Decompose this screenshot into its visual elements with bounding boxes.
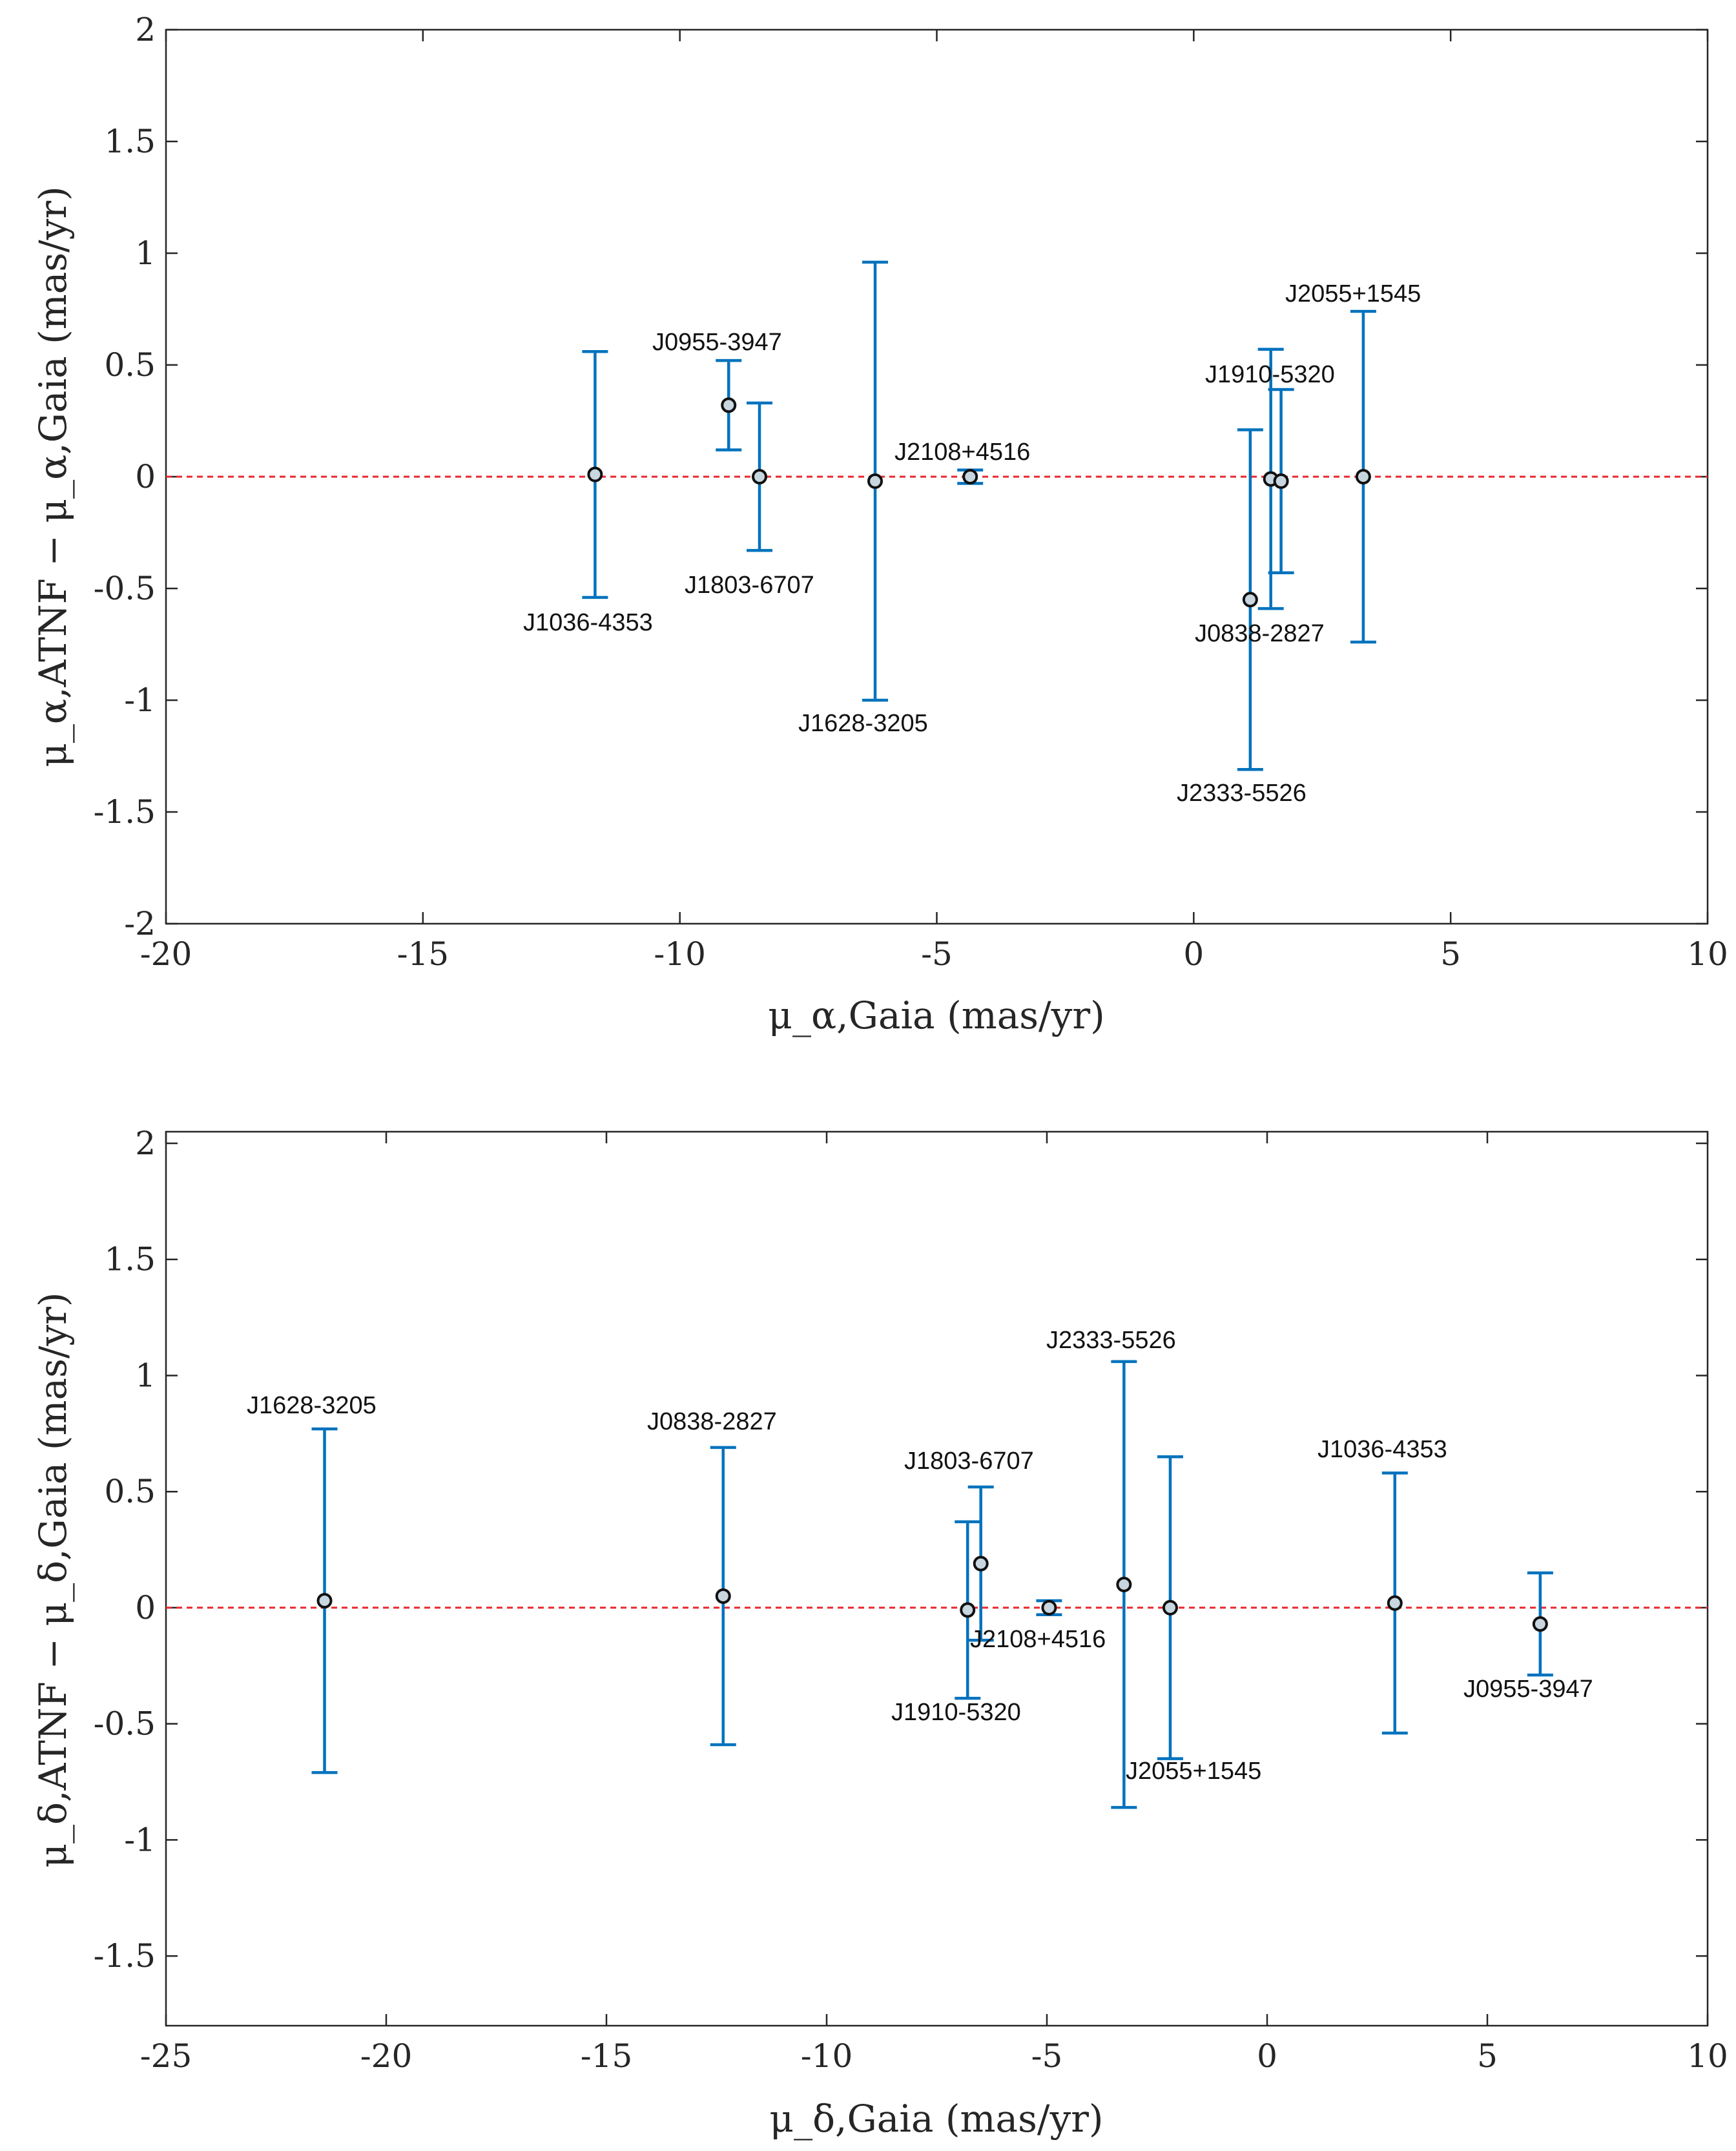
x-tick-label: 0 — [1257, 2037, 1277, 2075]
error-bar-point — [1527, 1571, 1553, 1677]
error-bar-point — [1257, 348, 1284, 610]
error-bar-point — [862, 260, 889, 702]
data-marker — [1242, 592, 1258, 608]
data-marker — [721, 397, 737, 413]
y-tick-label: -2 — [124, 905, 156, 942]
x-tick-label: -10 — [801, 2037, 853, 2075]
error-bar-point — [1157, 1455, 1183, 1760]
point-label: J1628-3205 — [798, 710, 928, 737]
y-tick-label: 0 — [135, 458, 156, 495]
data-marker — [1162, 1599, 1178, 1616]
error-bar-point — [1237, 428, 1263, 771]
y-tick-label: 1.5 — [104, 123, 156, 160]
x-axis-label-bottom: μ_δ,Gaia (mas/yr) — [769, 2097, 1103, 2141]
y-axis-label-bottom: μ_δ,ATNF − μ_δ,Gaia (mas/yr) — [31, 1292, 75, 1867]
data-marker — [1041, 1599, 1057, 1616]
error-bar-point — [710, 1446, 736, 1747]
point-label: J1628-3205 — [247, 1392, 377, 1419]
y-tick-label: 2 — [135, 1125, 156, 1162]
data-marker — [587, 466, 603, 483]
data-marker — [1355, 469, 1371, 484]
y-tick-label: -0.5 — [94, 570, 156, 607]
error-bar-point — [1381, 1471, 1408, 1735]
error-bar-point — [1350, 309, 1376, 644]
point-label: J0955-3947 — [1463, 1676, 1593, 1703]
point-label: J2333-5526 — [1046, 1327, 1176, 1354]
data-marker — [960, 1602, 976, 1618]
error-bar-point — [716, 358, 742, 452]
point-label: J1910-5320 — [1205, 361, 1335, 388]
error-bar-point — [311, 1427, 338, 1774]
point-label: J0955-3947 — [652, 329, 782, 356]
y-tick-label: 1 — [135, 234, 156, 272]
point-label: J0838-2827 — [1195, 620, 1325, 647]
point-label: J2055+1545 — [1285, 280, 1421, 307]
x-tick-label: 5 — [1440, 935, 1461, 973]
y-tick-label: -1 — [124, 681, 156, 719]
y-tick-label: 2 — [135, 11, 156, 48]
y-tick-label: 1 — [135, 1356, 156, 1394]
point-label: J1910-5320 — [891, 1699, 1021, 1726]
point-label: J2108+4516 — [894, 439, 1030, 466]
plot-frame-bottom — [165, 1130, 1709, 2027]
point-label: J1036-4353 — [1318, 1436, 1447, 1463]
point-label: J0838-2827 — [647, 1408, 777, 1435]
data-marker — [1116, 1576, 1132, 1592]
y-axis-label-top: μ_α,ATNF − μ_α,Gaia (mas/yr) — [31, 186, 75, 767]
data-marker — [1387, 1595, 1403, 1611]
point-label: J2333-5526 — [1177, 780, 1307, 807]
x-tick-label: -5 — [921, 935, 953, 973]
y-tick-label: 0.5 — [104, 346, 156, 384]
error-bar-point — [1036, 1599, 1062, 1616]
x-tick-label: 5 — [1477, 2037, 1498, 2075]
data-marker — [962, 469, 978, 484]
data-marker — [715, 1588, 731, 1604]
error-bar-point — [1268, 388, 1294, 575]
x-tick-label: -15 — [581, 2037, 633, 2075]
y-tick-label: -1.5 — [94, 793, 156, 831]
error-bar-point — [967, 1485, 994, 1642]
x-tick-label: -25 — [140, 2037, 192, 2075]
error-bar-point — [582, 349, 608, 599]
x-tick-label: -10 — [654, 935, 706, 973]
x-tick-label: 10 — [1687, 935, 1728, 973]
data-marker — [1273, 473, 1289, 489]
x-tick-label: 0 — [1183, 935, 1204, 973]
point-label: J1803-6707 — [685, 572, 814, 599]
x-tick-label: 10 — [1687, 2037, 1728, 2075]
chart-bottom: -25 -20 -15 -10 -5 0 5 10 -1.5 -1 -0.5 0 0.5 1 1.5 2 J1… — [31, 1125, 1728, 2141]
error-bar-point — [955, 1520, 981, 1700]
data-marker — [867, 473, 884, 489]
data-marker — [751, 469, 767, 484]
point-label: J2055+1545 — [1126, 1758, 1261, 1785]
error-bar-point — [1111, 1360, 1137, 1809]
y-tick-label: -0.5 — [94, 1705, 156, 1743]
y-tick-label: 0.5 — [104, 1473, 156, 1510]
x-tick-label: -15 — [397, 935, 450, 973]
data-marker — [316, 1593, 333, 1609]
x-tick-label: -20 — [140, 935, 192, 973]
y-tick-label: 0 — [135, 1589, 156, 1626]
point-label: J1803-6707 — [904, 1448, 1034, 1475]
data-marker — [973, 1555, 989, 1572]
x-tick-label: -20 — [360, 2037, 413, 2075]
error-bar-point — [957, 468, 984, 485]
error-bar-point — [746, 401, 772, 552]
point-label: J2108+4516 — [970, 1626, 1106, 1653]
x-tick-label: -5 — [1031, 2037, 1063, 2075]
point-label: J1036-4353 — [523, 609, 653, 636]
y-tick-label: 1.5 — [104, 1241, 156, 1278]
chart-top: -20 -15 -10 -5 0 5 10 -2 -1.5 -1 -0.5 0 0.5 1 1.5 2 J10… — [31, 11, 1728, 1037]
y-tick-label: -1.5 — [94, 1937, 156, 1975]
y-tick-label: -1 — [124, 1821, 156, 1858]
data-marker — [1532, 1616, 1548, 1632]
x-axis-label-top: μ_α,Gaia (mas/yr) — [768, 993, 1104, 1037]
